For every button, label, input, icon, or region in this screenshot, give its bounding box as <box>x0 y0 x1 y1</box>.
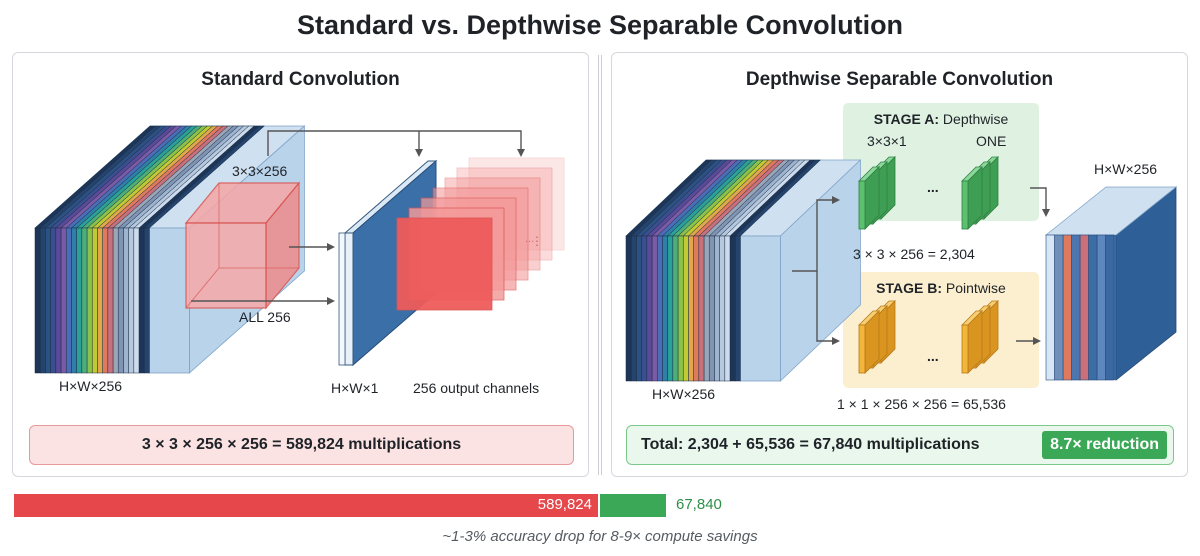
standard-formula-box: 3 × 3 × 256 × 256 = 589,824 multiplicati… <box>29 425 574 465</box>
dw-input-tensor <box>624 159 862 382</box>
depthwise-diagram <box>624 156 1178 382</box>
stage-a-ellipsis: ... <box>927 179 939 195</box>
stage-a-title: STAGE A: Depthwise <box>873 111 1009 127</box>
dw-input-dimension-label: H×W×256 <box>652 386 716 402</box>
depthwise-ops-bar <box>600 494 666 517</box>
depthwise-ops-value: 67,840 <box>676 496 722 513</box>
stage-b-ellipsis: ... <box>927 348 939 364</box>
stage-b-title: STAGE B: Pointwise <box>876 280 1006 296</box>
standard-heading: Standard Convolution <box>201 69 400 90</box>
kernel-cube <box>184 181 301 310</box>
reduction-badge: 8.7× reduction <box>1042 431 1167 459</box>
stack-ellipsis: ... <box>525 233 535 245</box>
stage-a-filters <box>858 156 999 230</box>
depthwise-heading: Depthwise Separable Convolution <box>745 69 1054 90</box>
standard-ops-value: 589,824 <box>537 496 592 513</box>
output-channel-stack <box>396 157 565 311</box>
stage-a-count-label: ONE <box>976 133 1007 149</box>
page-title: Standard vs. Depthwise Separable Convolu… <box>296 10 904 40</box>
all-256-label: ALL 256 <box>239 309 291 325</box>
standard-diagram: ⋮ . <box>33 125 565 374</box>
depthwise-total-box: Total: 2,304 + 65,536 = 67,840 multiplic… <box>626 425 1174 465</box>
footnote: ~1-3% accuracy drop for 8-9× compute sav… <box>442 528 758 545</box>
output-channels-label: 256 output channels <box>413 380 540 396</box>
depthwise-total-formula: Total: 2,304 + 65,536 = 67,840 multiplic… <box>641 436 980 453</box>
standard-ops-bar <box>14 494 598 517</box>
stack-ellipsis-top: ⋮ <box>531 234 543 248</box>
standard-formula: 3 × 3 × 256 × 256 = 589,824 multiplicati… <box>141 436 462 453</box>
dw-flow-arrows <box>792 187 1050 345</box>
stage-b-formula: 1 × 1 × 256 × 256 = 65,536 <box>837 396 1006 412</box>
input-dimension-label: H×W×256 <box>59 378 123 394</box>
kernel-label: 3×3×256 <box>232 163 288 179</box>
dw-output-tensor <box>1044 186 1178 381</box>
single-output-label: H×W×1 <box>331 380 379 396</box>
standard-convolution-panel: Standard Convolution <box>12 52 589 477</box>
input-tensor <box>33 125 306 374</box>
dw-output-dimension-label: H×W×256 <box>1094 161 1158 177</box>
stage-b-filters <box>858 300 999 374</box>
flow-arrows <box>191 130 525 305</box>
stage-a-kernel-label: 3×3×1 <box>867 133 907 149</box>
depthwise-convolution-panel: Depthwise Separable Convolution STAGE A:… <box>611 52 1188 477</box>
stage-a-formula: 3 × 3 × 256 = 2,304 <box>853 246 975 262</box>
panel-divider <box>597 55 603 475</box>
